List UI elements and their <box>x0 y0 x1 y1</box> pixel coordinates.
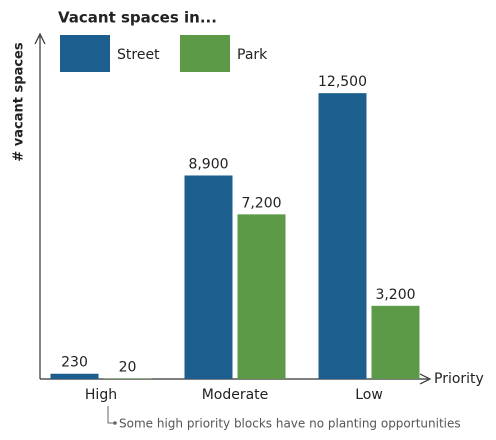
y-axis-arrow <box>34 32 46 45</box>
bar <box>318 93 367 380</box>
value-label: 20 <box>119 360 137 376</box>
value-label: 12,500 <box>318 74 367 90</box>
bar <box>371 305 420 379</box>
annotation: Some high priority blocks have no planti… <box>119 417 461 431</box>
value-label: 3,200 <box>375 287 415 303</box>
chart-title: Vacant spaces in... <box>58 9 217 27</box>
bar <box>184 175 233 379</box>
x-axis-label: Priority <box>434 371 484 387</box>
x-tick-label: Low <box>355 387 383 403</box>
value-label: 230 <box>61 355 88 371</box>
value-label: 8,900 <box>188 156 228 172</box>
annotation-bracket <box>107 406 114 424</box>
annotation-dot <box>113 421 117 425</box>
x-axis-arrow <box>419 373 432 385</box>
legend-label: Park <box>237 47 268 63</box>
x-tick-label: High <box>85 387 117 403</box>
x-tick-label: Moderate <box>202 387 269 403</box>
bar <box>237 214 286 379</box>
value-label: 7,200 <box>241 195 281 211</box>
legend-swatch <box>60 35 110 72</box>
bar <box>50 373 99 379</box>
y-axis-label: # vacant spaces <box>12 42 27 161</box>
legend-swatch <box>180 35 230 72</box>
legend-label: Street <box>117 47 160 63</box>
